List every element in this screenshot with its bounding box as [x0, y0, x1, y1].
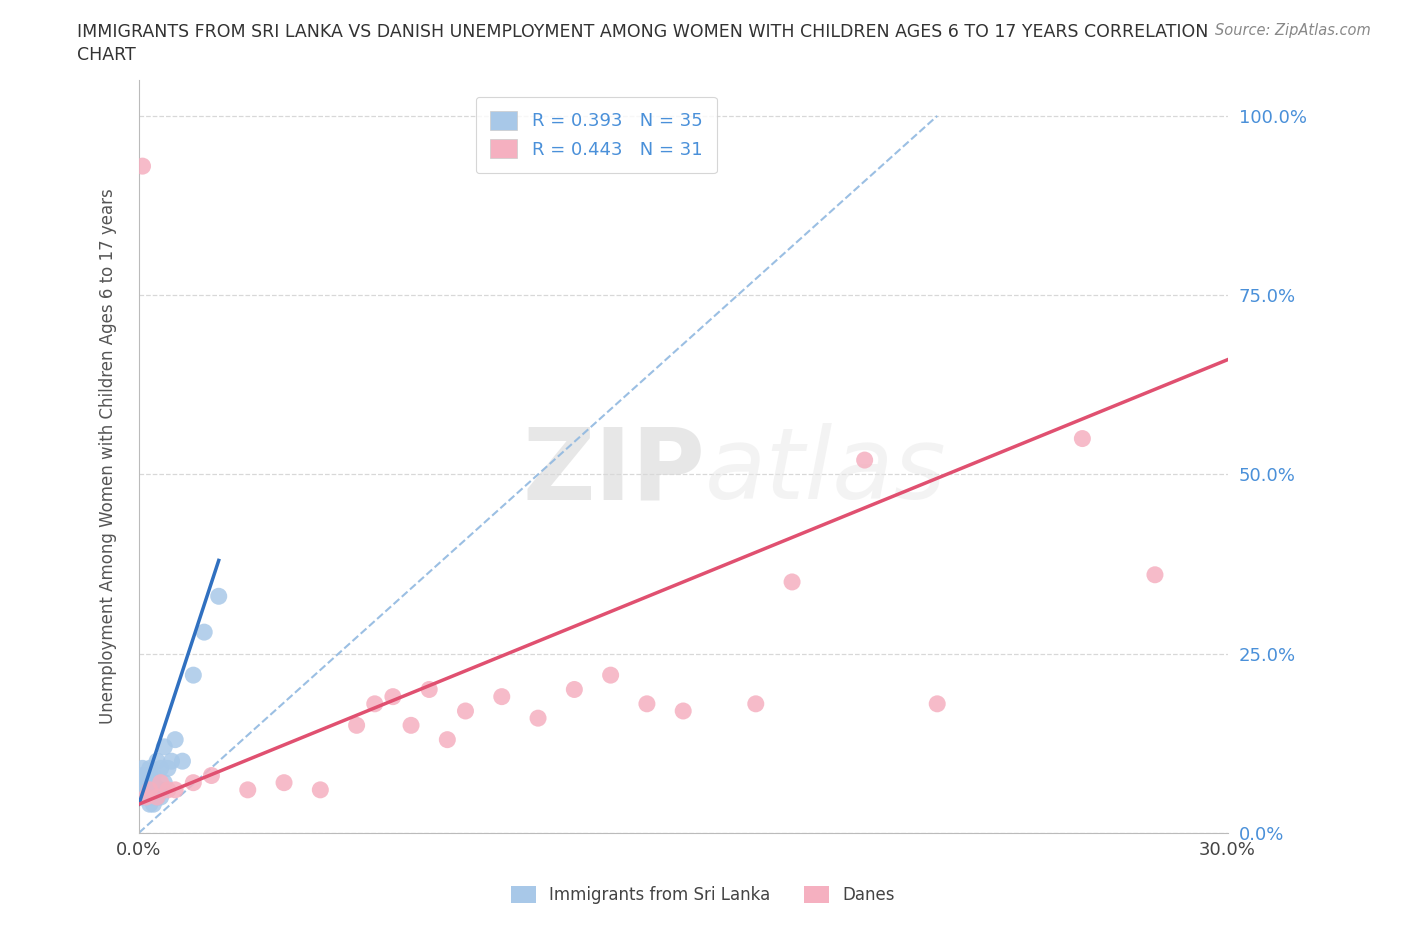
Point	[149, 790, 172, 804]
Point	[139, 768, 162, 783]
Point	[181, 668, 204, 683]
Point	[599, 668, 621, 683]
Point	[636, 697, 658, 711]
Point	[745, 697, 768, 711]
Point	[139, 790, 162, 804]
Point	[160, 753, 183, 768]
Point	[165, 732, 187, 747]
Point	[381, 689, 404, 704]
Point	[156, 761, 179, 776]
Point	[181, 776, 204, 790]
Point	[1071, 432, 1094, 446]
Point	[142, 768, 165, 783]
Point	[364, 697, 387, 711]
Legend: R = 0.393   N = 35, R = 0.443   N = 31: R = 0.393 N = 35, R = 0.443 N = 31	[475, 97, 717, 173]
Text: ZIP: ZIP	[522, 423, 704, 520]
Point	[142, 776, 165, 790]
Legend: Immigrants from Sri Lanka, Danes: Immigrants from Sri Lanka, Danes	[503, 878, 903, 912]
Point	[927, 697, 949, 711]
Point	[853, 453, 876, 468]
Point	[527, 711, 550, 725]
Point	[131, 776, 153, 790]
Point	[273, 776, 295, 790]
Point	[454, 704, 477, 719]
Text: Source: ZipAtlas.com: Source: ZipAtlas.com	[1215, 23, 1371, 38]
Point	[146, 790, 169, 804]
Point	[156, 782, 179, 797]
Point	[139, 797, 162, 812]
Point	[135, 768, 157, 783]
Point	[165, 782, 187, 797]
Point	[172, 753, 194, 768]
Point	[135, 776, 157, 790]
Point	[135, 790, 157, 804]
Point	[208, 589, 231, 604]
Point	[399, 718, 422, 733]
Point	[135, 782, 157, 797]
Point	[236, 782, 259, 797]
Point	[149, 761, 172, 776]
Point	[142, 790, 165, 804]
Point	[139, 782, 162, 797]
Point	[131, 159, 153, 174]
Point	[146, 782, 169, 797]
Point	[131, 790, 153, 804]
Point	[139, 761, 162, 776]
Point	[142, 782, 165, 797]
Point	[139, 782, 162, 797]
Point	[436, 732, 458, 747]
Point	[146, 753, 169, 768]
Point	[142, 797, 165, 812]
Point	[491, 689, 513, 704]
Point	[418, 682, 440, 697]
Point	[131, 768, 153, 783]
Point	[153, 739, 176, 754]
Text: IMMIGRANTS FROM SRI LANKA VS DANISH UNEMPLOYMENT AMONG WOMEN WITH CHILDREN AGES : IMMIGRANTS FROM SRI LANKA VS DANISH UNEM…	[77, 23, 1209, 41]
Text: atlas: atlas	[704, 423, 946, 520]
Point	[780, 575, 803, 590]
Point	[131, 761, 153, 776]
Point	[200, 768, 222, 783]
Point	[672, 704, 695, 719]
Point	[193, 625, 215, 640]
Point	[562, 682, 585, 697]
Point	[131, 782, 153, 797]
Text: CHART: CHART	[77, 46, 136, 64]
Point	[135, 790, 157, 804]
Point	[346, 718, 368, 733]
Point	[309, 782, 332, 797]
Point	[1143, 567, 1166, 582]
Point	[146, 790, 169, 804]
Point	[153, 776, 176, 790]
Point	[139, 776, 162, 790]
Point	[149, 782, 172, 797]
Y-axis label: Unemployment Among Women with Children Ages 6 to 17 years: Unemployment Among Women with Children A…	[100, 189, 117, 724]
Point	[149, 776, 172, 790]
